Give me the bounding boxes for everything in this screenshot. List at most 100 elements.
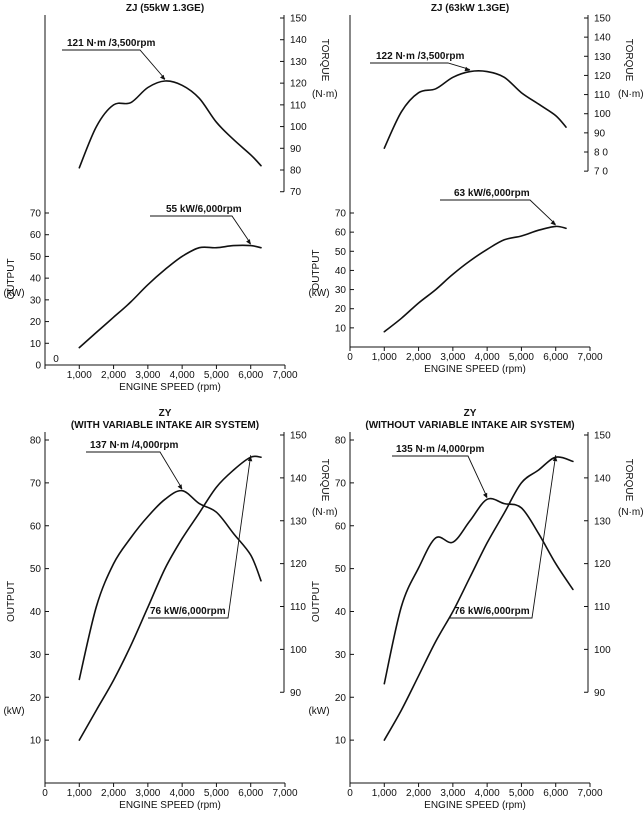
torque-tick-label: 120 [290,79,307,90]
torque-tick-label: 110 [594,602,610,613]
torque-annotation-arrowhead [483,492,488,499]
output-tick-label: 50 [335,247,347,258]
x-tick-label: 4,000 [170,370,195,381]
torque-tick-label: 120 [290,559,307,570]
output-axis-unit: (kW) [308,706,329,717]
torque-tick-label: 100 [290,122,307,133]
x-tick-label: 0 [347,352,353,363]
x-tick-label: 1,000 [67,370,92,381]
x-tick-label: 7,000 [272,788,297,799]
torque-annotation-leader [392,455,488,498]
output-tick-label: 70 [30,209,42,220]
output-tick-label: 80 [30,436,42,447]
output-tick-label: 10 [30,736,42,747]
torque-tick-label: 70 [290,187,302,198]
output-tick-label: 50 [30,252,42,263]
torque-tick-label: 130 [594,516,611,527]
torque-peak-annotation: 137 N·m /4,000rpm [90,440,178,451]
x-axis-label: ENGINE SPEED (rpm) [119,800,221,811]
torque-peak-annotation: 121 N·m /3,500rpm [67,38,155,49]
output-annotation-leader [440,199,557,225]
torque-tick-label: 100 [290,645,307,656]
output-tick-label: 20 [335,693,347,704]
chart-panel-4: ZY(WITHOUT VARIABLE INTAKE AIR SYSTEM) 0 1… [308,408,643,811]
torque-tick-label: 120 [594,559,611,570]
output-axis-unit: (kW) [3,288,24,299]
x-tick-label: 3,000 [135,370,160,381]
output-tick-label: 20 [335,304,347,315]
torque-tick-label: 110 [290,602,306,613]
output-annotation-leader [150,215,252,244]
output-tick-label: 10 [335,736,347,747]
x-tick-label: 4,000 [475,788,500,799]
torque-axis-label: TORQUE [319,459,330,502]
torque-peak-annotation: 135 N·m /4,000rpm [396,444,484,455]
output-curve [383,225,567,333]
x-tick-label-zero: 0 [53,354,59,365]
output-axis-unit: (kW) [3,706,24,717]
output-tick-label: 10 [30,339,42,350]
torque-annotation-leader [86,451,183,489]
torque-tick-label: 120 [594,71,611,82]
torque-annotation-leader [370,62,471,71]
output-tick-label: 30 [335,650,347,661]
torque-tick-label: 130 [290,516,307,527]
torque-tick-label: 130 [594,52,611,63]
output-tick-label: 80 [335,436,347,447]
torque-peak-annotation: 122 N·m /3,500rpm [376,51,464,62]
x-tick-label: 6,000 [543,352,568,363]
x-tick-label: 5,000 [204,788,229,799]
torque-tick-label: 110 [594,90,610,101]
x-tick-label: 7,000 [577,352,602,363]
x-tick-label: 7,000 [272,370,297,381]
torque-tick-label: 110 [290,100,306,111]
output-annotation-leader [148,455,252,619]
torque-tick-label: 140 [290,473,307,484]
x-tick-label: 5,000 [204,370,229,381]
output-tick-label: 60 [30,521,42,532]
torque-tick-label: 150 [290,14,307,25]
output-curve [78,455,262,741]
x-tick-label: 0 [42,788,48,799]
output-tick-label: 20 [30,693,42,704]
x-tick-label: 1,000 [372,788,397,799]
output-tick-label: 60 [30,230,42,241]
torque-annotation-arrowhead [177,484,183,490]
x-tick-label: 2,000 [406,352,431,363]
output-tick-label: 70 [335,478,347,489]
output-axis-label: OUTPUT [311,249,322,290]
torque-axis-unit: (N·m) [618,89,644,100]
chart-title: ZY [464,408,477,419]
output-axis-unit: (kW) [308,288,329,299]
x-tick-label: 1,000 [67,788,92,799]
x-axis-label: ENGINE SPEED (rpm) [424,800,526,811]
output-tick-label: 10 [335,323,347,334]
output-tick-label: 0 [35,361,41,372]
torque-axis-label: TORQUE [319,39,330,82]
x-tick-label: 4,000 [475,352,500,363]
torque-tick-label: 100 [594,645,611,656]
torque-curve [78,80,262,169]
output-tick-label: 40 [335,607,347,618]
torque-axis-unit: (N·m) [312,89,338,100]
output-tick-label: 70 [335,209,347,220]
chart-panel-1: ZJ (55kW 1.3GE) 1,000 2,000 3,000 4,000 5,000… [3,3,337,393]
output-axis-label: OUTPUT [311,581,322,622]
output-annotation-leader [450,455,557,619]
x-tick-label: 5,000 [509,352,534,363]
x-tick-label: 4,000 [170,788,195,799]
output-tick-label: 30 [30,650,42,661]
chart-subtitle: (WITHOUT VARIABLE INTAKE AIR SYSTEM) [365,420,574,431]
output-axis-label: OUTPUT [6,581,17,622]
output-tick-label: 60 [335,228,347,239]
torque-tick-label: 90 [594,688,606,699]
x-tick-label: 5,000 [509,788,534,799]
x-tick-label: 3,000 [440,788,465,799]
chart-panel-2: ZJ (63kW 1.3GE) 0 1,000 2,000 3,000 4,000 5,00… [308,3,643,375]
chart-title: ZY [159,408,172,419]
output-tick-label: 30 [30,295,42,306]
x-axis-label: ENGINE SPEED (rpm) [424,364,526,375]
torque-tick-label: 80 [290,166,302,177]
